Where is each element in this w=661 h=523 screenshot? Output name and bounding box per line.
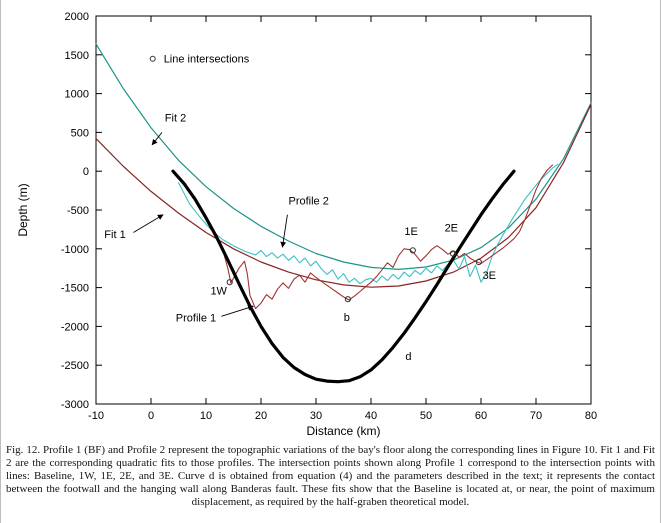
annotation-label: Profile 1 (176, 313, 216, 325)
intersection-marker-b (344, 296, 351, 303)
depth-profile-chart: -10 0 10 20 30 40 50 60 70 80 -3000 -2500 -2000 -1500… (16, 11, 597, 438)
y-tick-label: -500 (67, 205, 89, 217)
x-axis: -10 0 10 20 30 40 50 60 70 80 (88, 16, 597, 422)
point-labels: 1W b 1E 2E 3E d (210, 223, 496, 363)
x-tick-label: 30 (310, 410, 322, 422)
x-tick-label: 20 (255, 410, 267, 422)
legend-marker-icon (149, 55, 156, 62)
figure-caption: Fig. 12. Profile 1 (BF) and Profile 2 re… (6, 444, 655, 508)
x-tick-label: 10 (200, 410, 212, 422)
intersection-marker-3e (475, 258, 482, 266)
annotation-arrow-icon (151, 132, 163, 146)
annotation-profile-2: Profile 2 (280, 196, 329, 248)
point-label-d: d (405, 351, 411, 363)
x-tick-label: 40 (365, 410, 377, 422)
x-tick-label: 60 (475, 410, 487, 422)
series-profile-1 (221, 164, 554, 310)
series-profile-2 (177, 163, 559, 285)
annotation-arrow-icon (221, 305, 254, 317)
annotation-profile-1: Profile 1 (176, 305, 254, 325)
intersection-marker-1e (409, 247, 416, 254)
intersection-marker-1w (226, 279, 233, 286)
y-tick-label: 1000 (65, 89, 89, 101)
y-tick-label: -1500 (61, 283, 89, 295)
legend: Line intersections (149, 54, 250, 66)
intersection-marker-2e (449, 250, 457, 257)
annotation-label: Fit 2 (165, 113, 186, 125)
y-tick-label: -1000 (61, 244, 89, 256)
x-axis-label: Distance (km) (306, 424, 380, 438)
point-label-3e: 3E (483, 270, 496, 282)
y-tick-label: 2000 (65, 11, 89, 23)
annotation-arrow-icon (280, 214, 288, 248)
series-fit-2 (95, 43, 592, 270)
point-label-1e: 1E (404, 226, 417, 238)
x-tick-label: 80 (585, 410, 597, 422)
x-tick-label: 70 (530, 410, 542, 422)
point-label-1w: 1W (210, 286, 227, 298)
annotation-arrow-icon (133, 214, 164, 233)
x-tick-label: 50 (420, 410, 432, 422)
annotation-fit-2: Fit 2 (151, 113, 186, 146)
intersection-markers (226, 247, 482, 303)
annotation-fit-1: Fit 1 (104, 214, 164, 241)
y-axis: -3000 -2500 -2000 -1500 -1000 -500 0 500 1000 150… (61, 11, 591, 411)
point-label-b: b (344, 312, 350, 324)
annotation-label: Profile 2 (289, 196, 329, 208)
series-fit-1 (95, 103, 592, 288)
x-tick-label: 0 (148, 410, 154, 422)
y-axis-label: Depth (m) (16, 183, 30, 236)
y-tick-label: 1500 (65, 50, 89, 62)
y-tick-label: 0 (83, 166, 89, 178)
y-tick-label: 500 (71, 127, 89, 139)
y-tick-label: -2500 (61, 360, 89, 372)
plot-box (95, 15, 592, 405)
chart-container: -10 0 10 20 30 40 50 60 70 80 -3000 -2500 -2000 -1500… (1, 0, 660, 440)
y-tick-label: -3000 (61, 399, 89, 411)
annotation-label: Fit 1 (104, 229, 125, 241)
y-tick-label: -2000 (61, 321, 89, 333)
series-curve-d (171, 169, 516, 384)
point-label-2e: 2E (445, 223, 458, 235)
legend-label: Line intersections (164, 54, 250, 66)
x-tick-label: -10 (88, 410, 104, 422)
